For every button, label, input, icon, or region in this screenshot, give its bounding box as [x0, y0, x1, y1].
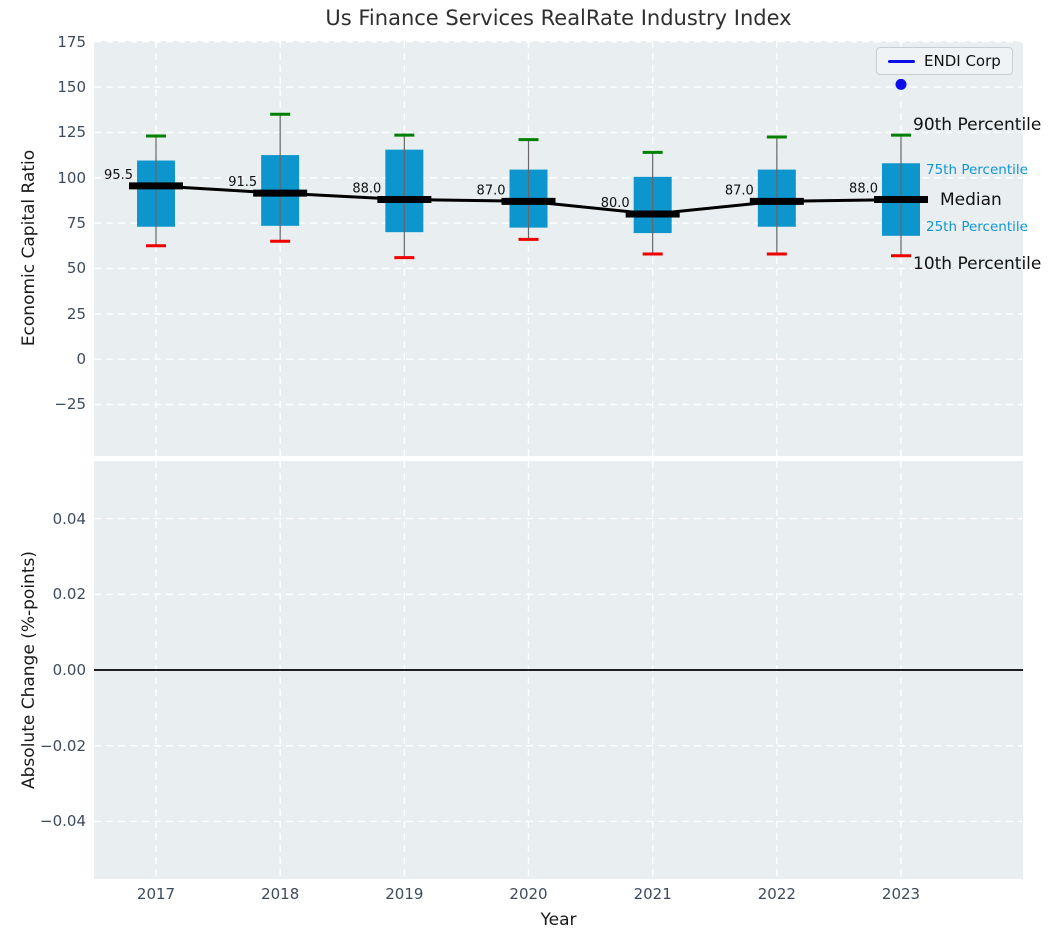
y-tick-label: 50 — [66, 259, 86, 278]
bottom-panel — [94, 461, 1023, 879]
y-tick-label: 175 — [57, 32, 86, 51]
median-value-label: 87.0 — [477, 183, 506, 198]
boxplot-2023: 88.0 — [849, 133, 921, 258]
boxplot-2021: 80.0 — [601, 150, 672, 256]
y-tick-label: 125 — [57, 123, 86, 142]
boxplot-2020: 87.0 — [477, 138, 548, 241]
annotation-25th-percentile: 25th Percentile — [926, 219, 1028, 235]
legend-line-icon — [888, 59, 915, 63]
y-tick-label: −25 — [54, 395, 86, 414]
median-value-label: 88.0 — [352, 182, 381, 197]
median-value-label: 91.5 — [228, 175, 257, 190]
median-value-label: 95.5 — [104, 168, 133, 183]
y-tick-label: 0.04 — [52, 509, 86, 528]
y-tick-label: 0.02 — [52, 585, 86, 604]
endi-corp-point — [895, 78, 907, 90]
x-tick-label: 2019 — [385, 885, 424, 903]
median-value-label: 88.0 — [849, 182, 878, 197]
x-axis-label: Year — [540, 910, 577, 930]
boxplot-2022: 87.0 — [725, 135, 796, 256]
legend-label: ENDI Corp — [924, 52, 1001, 70]
boxplot-2019: 88.0 — [352, 133, 424, 260]
y-tick-label: 75 — [66, 214, 86, 233]
x-tick-label: 2021 — [633, 885, 672, 903]
y-tick-label: 100 — [57, 168, 86, 187]
bottom-panel-plot — [94, 461, 1023, 879]
y-tick-label: −0.02 — [40, 736, 86, 755]
annotation-90th-percentile: 90th Percentile — [913, 115, 1042, 135]
x-tick-label: 2020 — [509, 885, 548, 903]
boxplot-2017: 95.5 — [104, 134, 175, 248]
x-tick-label: 2023 — [881, 885, 921, 903]
median-value-label: 87.0 — [725, 183, 754, 198]
top-panel-plot: 95.5 91.5 88.0 87.0 80.0 87.0 88.0 — [94, 41, 1023, 456]
annotation-median: Median — [940, 190, 1002, 210]
y-tick-label: 0.00 — [52, 661, 86, 679]
y-tick-label: 0 — [76, 350, 86, 369]
boxplot-2018: 91.5 — [228, 112, 300, 243]
top-panel: 95.5 91.5 88.0 87.0 80.0 87.0 88.0 — [94, 41, 1023, 456]
y-tick-label: 150 — [57, 78, 86, 97]
median-value-label: 80.0 — [601, 196, 630, 211]
y-tick-label: −0.04 — [40, 812, 86, 831]
annotation-75th-percentile: 75th Percentile — [926, 162, 1028, 178]
annotation-10th-percentile: 10th Percentile — [913, 254, 1042, 274]
legend: ENDI Corp — [876, 47, 1013, 75]
chart-title: Us Finance Services RealRate Industry In… — [325, 6, 792, 30]
x-tick-label: 2017 — [136, 885, 176, 903]
y-tick-label: 25 — [66, 304, 86, 323]
x-tick-label: 2022 — [757, 885, 796, 903]
x-tick-label: 2018 — [261, 885, 300, 903]
